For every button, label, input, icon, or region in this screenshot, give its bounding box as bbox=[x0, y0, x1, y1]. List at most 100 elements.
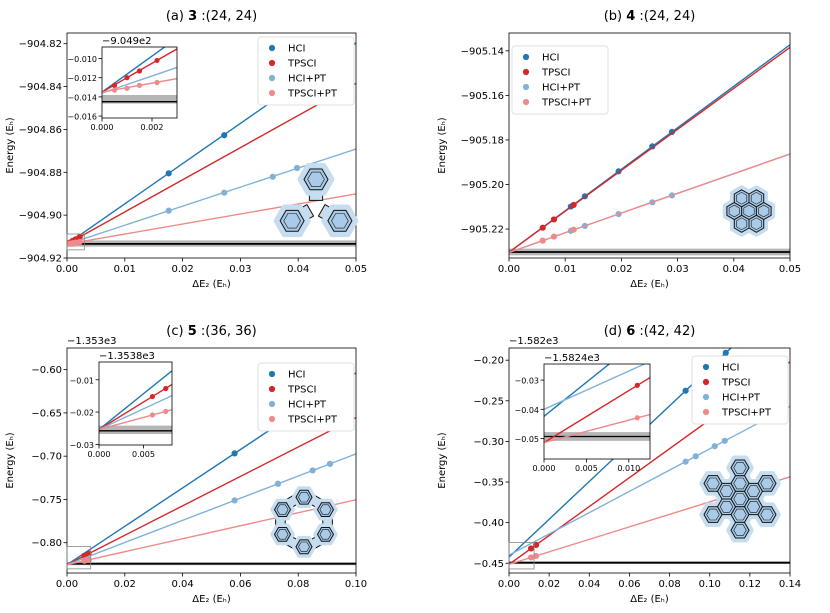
legend-marker-tpsci-pt bbox=[268, 415, 276, 423]
legend-entry-hci: HCI bbox=[288, 44, 305, 55]
legend: HCI TPSCI HCI+PT TPSCI+PT bbox=[691, 355, 789, 425]
benzene-ring bbox=[703, 506, 723, 523]
zoom-region-marker bbox=[508, 542, 535, 570]
fit-line-hci-pt bbox=[67, 453, 356, 566]
fit-line-tpsci-pt bbox=[544, 413, 650, 444]
y-tick-label: −0.80 bbox=[31, 538, 62, 549]
data-point-hci-pt bbox=[221, 189, 228, 196]
x-tick-label: 0.04 bbox=[171, 579, 193, 590]
chart-panel-a: 0.00 0.01 0.02 0.03 0.04 0.05 −904.92 −904.90 −9… bbox=[5, 9, 367, 290]
zoom-region-marker bbox=[66, 233, 85, 251]
inset-plot-area bbox=[544, 364, 650, 444]
inset-background bbox=[102, 47, 177, 118]
data-point-hci bbox=[668, 128, 676, 136]
x-tick-label: 0.02 bbox=[610, 264, 632, 275]
x-tick-label: 0.10 bbox=[699, 579, 721, 590]
chart-panel-b: 0.00 0.01 0.02 0.03 0.04 0.05 −905.22 −905.20 −9… bbox=[437, 9, 801, 290]
x-tick-label: 0.08 bbox=[287, 579, 309, 590]
benzene-ring bbox=[748, 189, 765, 208]
x-tick-label: 0.12 bbox=[739, 579, 761, 590]
axes-frame bbox=[508, 32, 791, 259]
data-point-hci-pt bbox=[692, 453, 699, 460]
x-tick-label: 0.010 bbox=[617, 464, 640, 473]
benzene-ring bbox=[273, 527, 292, 542]
data-point-hci-pt bbox=[231, 497, 238, 504]
title-label: (a) bbox=[166, 9, 188, 24]
axes-frame bbox=[66, 32, 357, 259]
x-tick-label: 0.002 bbox=[141, 123, 164, 132]
x-tick-label: 0.02 bbox=[114, 579, 136, 590]
data-point-tpsci-pt bbox=[85, 556, 92, 563]
y-tick-label: −904.90 bbox=[19, 211, 62, 222]
x-tick-label: 0.05 bbox=[779, 264, 801, 275]
legend-marker-hci bbox=[702, 363, 710, 371]
title-label: (c) bbox=[166, 324, 187, 339]
x-tick-label: 0.01 bbox=[554, 264, 576, 275]
x-axis-label: ΔE₂ (Eₕ) bbox=[630, 594, 669, 605]
data-point-tpsci bbox=[136, 68, 143, 74]
data-point-tpsci bbox=[532, 541, 540, 548]
legend: HCI TPSCI HCI+PT TPSCI+PT bbox=[511, 45, 609, 115]
data-point-hci bbox=[231, 450, 238, 457]
x-tick-label: 0.005 bbox=[575, 464, 598, 473]
axes-frame bbox=[508, 347, 791, 574]
fit-line-tpsci bbox=[67, 416, 356, 566]
y-tick-label: −0.20 bbox=[473, 356, 504, 367]
molecule-structure bbox=[270, 486, 338, 558]
y-tick-label: −0.010 bbox=[67, 55, 97, 64]
data-point-tpsci-pt bbox=[124, 85, 130, 91]
x-tick-label: 0.06 bbox=[229, 579, 251, 590]
legend-marker-hci-pt bbox=[702, 393, 710, 401]
benzene-ring bbox=[316, 502, 335, 517]
inset-zoom: 0.000 0.005 0.010 −0.05 −0.04 −0.03 −1.5824e3 bbox=[514, 353, 651, 473]
fit-line-hci bbox=[544, 364, 611, 417]
benzene-ring bbox=[703, 475, 723, 492]
data-point-hci-pt bbox=[326, 460, 334, 467]
y-tick-label: −0.60 bbox=[31, 365, 62, 376]
x-axis-label: ΔE₂ (Eₕ) bbox=[192, 279, 231, 290]
y-tick-label: −0.30 bbox=[473, 437, 504, 448]
x-tick-label: 0.00 bbox=[498, 579, 520, 590]
data-point-hci bbox=[165, 170, 172, 177]
molecule-rings bbox=[279, 168, 353, 232]
x-tick-label: 0.005 bbox=[132, 450, 155, 459]
y-tick-label: −0.014 bbox=[67, 93, 97, 102]
x-tick-label: 0.000 bbox=[91, 123, 114, 132]
legend-marker-tpsci bbox=[702, 378, 710, 386]
chart-panel-d: 0.00 0.02 0.04 0.06 0.08 0.10 0.12 0.14 −0.45 −0.… bbox=[437, 324, 801, 605]
x-tick-label: 0.02 bbox=[171, 264, 193, 275]
data-point-hci-pt bbox=[269, 173, 276, 180]
x-tick-label: 0.04 bbox=[723, 264, 745, 275]
legend-entry-tpsci-pt: TPSCI+PT bbox=[541, 98, 592, 109]
y-tick-label: −0.75 bbox=[31, 495, 62, 506]
legend-box bbox=[691, 355, 789, 425]
y-tick-label: −905.18 bbox=[461, 135, 504, 146]
chart-title: (b) 4 :(24, 24) bbox=[604, 9, 696, 24]
y-tick-label: −904.92 bbox=[19, 254, 62, 265]
x-axis-label: ΔE₂ (Eₕ) bbox=[192, 594, 231, 605]
legend-entry-tpsci: TPSCI bbox=[541, 68, 570, 79]
legend-marker-tpsci bbox=[522, 68, 530, 76]
data-point-tpsci-pt bbox=[539, 237, 546, 244]
benzene-ring bbox=[295, 489, 313, 505]
fit-line-tpsci-pt bbox=[67, 193, 356, 245]
data-point-hci-pt bbox=[309, 467, 316, 474]
data-point-hci bbox=[221, 132, 228, 139]
y-tick-label: −0.016 bbox=[67, 113, 97, 122]
x-tick-label: 0.08 bbox=[658, 579, 680, 590]
y-tick-label: −0.03 bbox=[69, 441, 94, 450]
chart-title: (d) 6 :(42, 42) bbox=[604, 324, 696, 339]
data-point-tpsci bbox=[570, 201, 577, 209]
y-axis-label: Energy (Eₕ) bbox=[437, 432, 448, 488]
x-tick-label: 0.000 bbox=[533, 464, 556, 473]
data-point-hci-pt bbox=[274, 480, 282, 487]
legend-marker-hci-pt bbox=[522, 83, 530, 91]
data-point-tpsci bbox=[111, 82, 118, 88]
data-point-tpsci bbox=[527, 545, 535, 552]
benzene-ring bbox=[730, 459, 750, 477]
legend-marker-hci bbox=[522, 53, 530, 61]
benzene-ring bbox=[303, 168, 329, 191]
legend-marker-hci bbox=[268, 44, 276, 52]
legend-entry-tpsci: TPSCI bbox=[721, 378, 750, 389]
legend-marker-tpsci-pt bbox=[268, 89, 276, 97]
